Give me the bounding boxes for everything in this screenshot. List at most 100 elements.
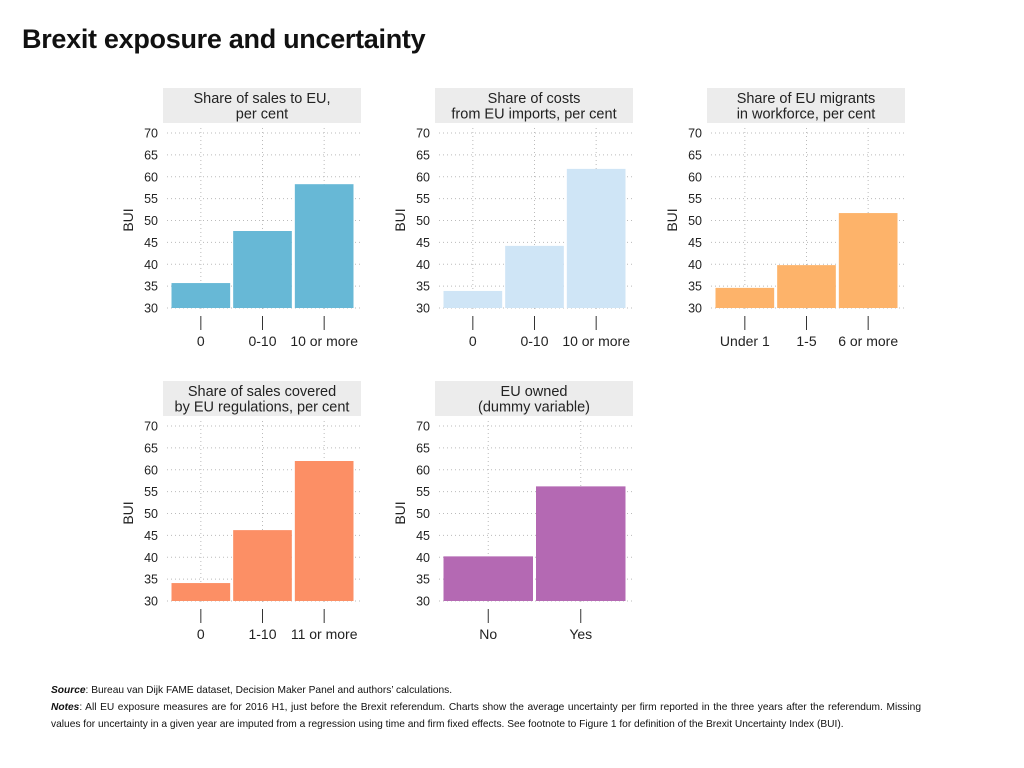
y-tick-label: 60: [416, 170, 430, 184]
bar: [443, 556, 533, 601]
y-tick-label: 65: [416, 441, 430, 455]
y-tick-label: 65: [144, 148, 158, 162]
y-tick-label: 35: [144, 280, 158, 294]
source-text: : Bureau van Dijk FAME dataset, Decision…: [85, 685, 453, 696]
bar: [294, 184, 354, 308]
bar: [566, 168, 626, 308]
panel-title: by EU regulations, per cent: [175, 400, 350, 416]
page-title: Brexit exposure and uncertainty: [22, 24, 426, 54]
notes-label: Notes: [51, 702, 80, 713]
y-tick-label: 55: [144, 485, 158, 499]
panel-title: from EU imports, per cent: [451, 107, 616, 123]
notes-text: : All EU exposure measures are for 2016 …: [51, 702, 921, 730]
bar: [838, 213, 898, 308]
y-tick-label: 40: [144, 258, 158, 272]
bar: [505, 245, 564, 308]
x-tick-label: 6 or more: [838, 333, 898, 349]
chart-grid: Share of sales to EU,per cent 30 35 40 45 50 5…: [120, 88, 905, 642]
y-tick-label: 40: [416, 258, 430, 272]
bar: [171, 583, 231, 601]
y-tick-label: 60: [416, 463, 430, 477]
x-tick-label: 1-10: [248, 626, 276, 642]
panel-strip: [163, 381, 361, 416]
y-tick-label: 65: [688, 148, 702, 162]
y-tick-label: 50: [144, 214, 158, 228]
y-tick-label: 50: [416, 214, 430, 228]
y-axis-label: BUI: [392, 208, 408, 231]
y-tick-label: 40: [416, 551, 430, 565]
y-tick-label: 40: [144, 551, 158, 565]
y-tick-label: 45: [416, 529, 430, 543]
x-tick-label: Yes: [569, 626, 592, 642]
y-tick-label: 65: [144, 441, 158, 455]
panel-title: in workforce, per cent: [737, 107, 876, 123]
y-tick-label: 55: [416, 485, 430, 499]
y-tick-label: 30: [416, 302, 430, 316]
bar: [233, 231, 292, 308]
y-tick-label: 65: [416, 148, 430, 162]
y-tick-label: 30: [144, 302, 158, 316]
y-tick-label: 70: [144, 420, 158, 434]
panel-title: Share of sales to EU,: [193, 91, 330, 107]
x-tick-label: 10 or more: [290, 333, 358, 349]
source-label: Source: [51, 685, 86, 696]
y-axis-label: BUI: [392, 501, 408, 524]
x-tick-label: 10 or more: [562, 333, 630, 349]
panel-title: Share of sales covered: [188, 384, 336, 400]
x-tick-label: 0: [197, 333, 205, 349]
y-tick-label: 40: [688, 258, 702, 272]
x-tick-label: Under 1: [720, 333, 770, 349]
bar: [171, 283, 231, 308]
x-tick-label: 0: [469, 333, 477, 349]
x-tick-label: No: [479, 626, 497, 642]
x-tick-label: 0: [197, 626, 205, 642]
panel-title: per cent: [236, 107, 288, 123]
panel-strip: [707, 88, 905, 123]
y-tick-label: 45: [416, 236, 430, 250]
y-tick-label: 30: [144, 595, 158, 609]
y-tick-label: 70: [416, 127, 430, 141]
y-axis-label: BUI: [120, 501, 136, 524]
source-note: Source: Bureau van Dijk FAME dataset, De…: [51, 682, 921, 699]
y-tick-label: 60: [144, 170, 158, 184]
y-tick-label: 55: [688, 192, 702, 206]
y-tick-label: 70: [144, 127, 158, 141]
chart-panel: Share of sales to EU,per cent 30 35 40 45 50 5…: [120, 88, 361, 349]
bar: [536, 486, 626, 601]
panel-strip: [435, 88, 633, 123]
y-tick-label: 50: [144, 507, 158, 521]
x-tick-label: 1-5: [796, 333, 816, 349]
notes: Source: Bureau van Dijk FAME dataset, De…: [51, 682, 921, 733]
y-tick-label: 30: [688, 302, 702, 316]
y-tick-label: 60: [688, 170, 702, 184]
y-tick-label: 55: [144, 192, 158, 206]
y-tick-label: 70: [688, 127, 702, 141]
panel-strip: [163, 88, 361, 123]
y-axis-label: BUI: [664, 208, 680, 231]
notes-note: Notes: All EU exposure measures are for …: [51, 699, 921, 733]
y-tick-label: 35: [416, 573, 430, 587]
y-tick-label: 60: [144, 463, 158, 477]
panel-title: (dummy variable): [478, 400, 590, 416]
x-tick-label: 0-10: [520, 333, 548, 349]
x-tick-label: 11 or more: [291, 626, 358, 642]
bar: [233, 530, 292, 601]
bar: [777, 265, 836, 308]
y-tick-label: 35: [416, 280, 430, 294]
y-tick-label: 45: [144, 236, 158, 250]
y-tick-label: 45: [144, 529, 158, 543]
bar: [294, 461, 354, 601]
y-tick-label: 70: [416, 420, 430, 434]
y-tick-label: 35: [144, 573, 158, 587]
y-tick-label: 55: [416, 192, 430, 206]
y-tick-label: 35: [688, 280, 702, 294]
bar: [443, 290, 503, 308]
y-tick-label: 50: [688, 214, 702, 228]
y-tick-label: 30: [416, 595, 430, 609]
panel-strip: [435, 381, 633, 416]
panel-title: Share of EU migrants: [737, 91, 876, 107]
bar: [715, 287, 775, 308]
